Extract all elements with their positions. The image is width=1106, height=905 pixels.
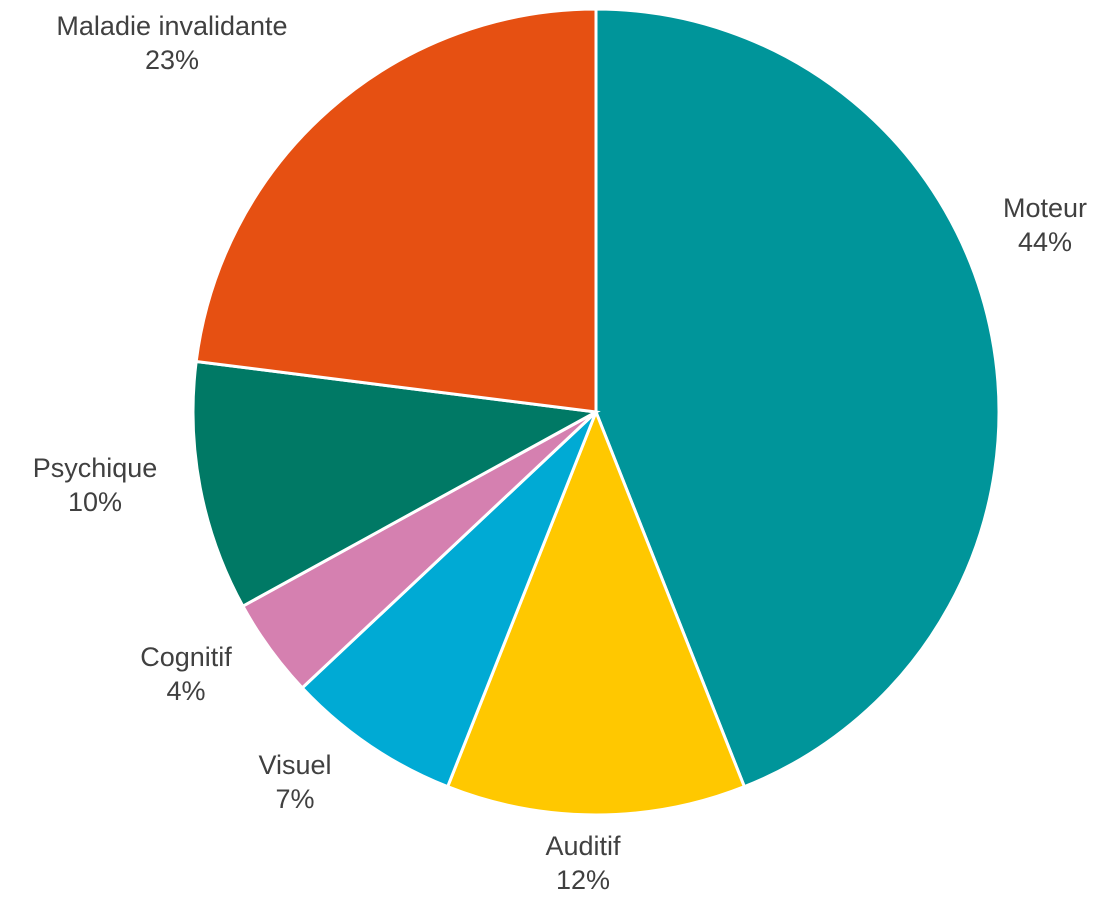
slice-category-label: Auditif bbox=[545, 831, 621, 861]
pie-slice-psychique bbox=[191, 359, 601, 609]
pie-slice-moteur bbox=[594, 7, 1001, 789]
pie-slice-maladie-invalidante bbox=[194, 7, 598, 414]
slice-category-label: Psychique bbox=[33, 453, 158, 483]
slice-category-label: Cognitif bbox=[140, 642, 232, 672]
slice-category-label: Moteur bbox=[1003, 193, 1087, 223]
pie-labels: Moteur 44% Auditif 12% Visuel 7% Cognitif 4% Psy… bbox=[33, 11, 1087, 895]
slice-category-label: Visuel bbox=[258, 750, 331, 780]
slice-category-label: Maladie invalidante bbox=[56, 11, 287, 41]
slice-value-label: 7% bbox=[275, 784, 314, 814]
pie-slices bbox=[191, 7, 1001, 817]
pie-slice-auditif bbox=[445, 407, 747, 817]
slice-value-label: 4% bbox=[166, 676, 205, 706]
slice-value-label: 23% bbox=[145, 45, 199, 75]
slice-value-label: 44% bbox=[1018, 227, 1072, 257]
slice-value-label: 10% bbox=[68, 487, 122, 517]
pie-slice-visuel bbox=[300, 410, 598, 789]
slice-value-label: 12% bbox=[556, 865, 610, 895]
